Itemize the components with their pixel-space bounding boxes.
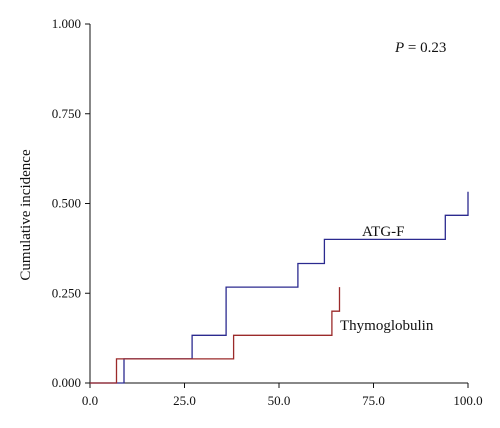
series-line-atg-f (90, 191, 469, 384)
x-tick-label: 0.0 (82, 393, 98, 408)
y-tick-label: 0.750 (52, 106, 81, 121)
series-label-thymoglobulin: Thymoglobulin (340, 318, 434, 334)
x-tick-label: 25.0 (173, 393, 196, 408)
series-line-thymoglobulin (90, 287, 341, 384)
y-axis-label: Cumulative incidence (18, 149, 34, 281)
y-tick-label: 0.250 (52, 285, 81, 300)
y-tick-label: 1.000 (52, 16, 81, 31)
x-tick-label: 75.0 (362, 393, 385, 408)
axis-ticks: 0.0 25.0 50.0 75.0 100.0 0.000 0.250 0.500 0.750… (52, 16, 483, 408)
p-value-annotation: P = 0.23 (394, 40, 446, 56)
axes (89, 24, 468, 384)
series-group (90, 191, 469, 384)
x-tick-label: 50.0 (268, 393, 291, 408)
p-value-symbol: P (394, 40, 404, 56)
series-label-atg-f: ATG-F (362, 224, 405, 240)
y-tick-label: 0.500 (52, 196, 81, 211)
y-tick-label: 0.000 (52, 375, 81, 390)
x-tick-label: 100.0 (453, 393, 482, 408)
p-value-text: = 0.23 (404, 40, 446, 56)
